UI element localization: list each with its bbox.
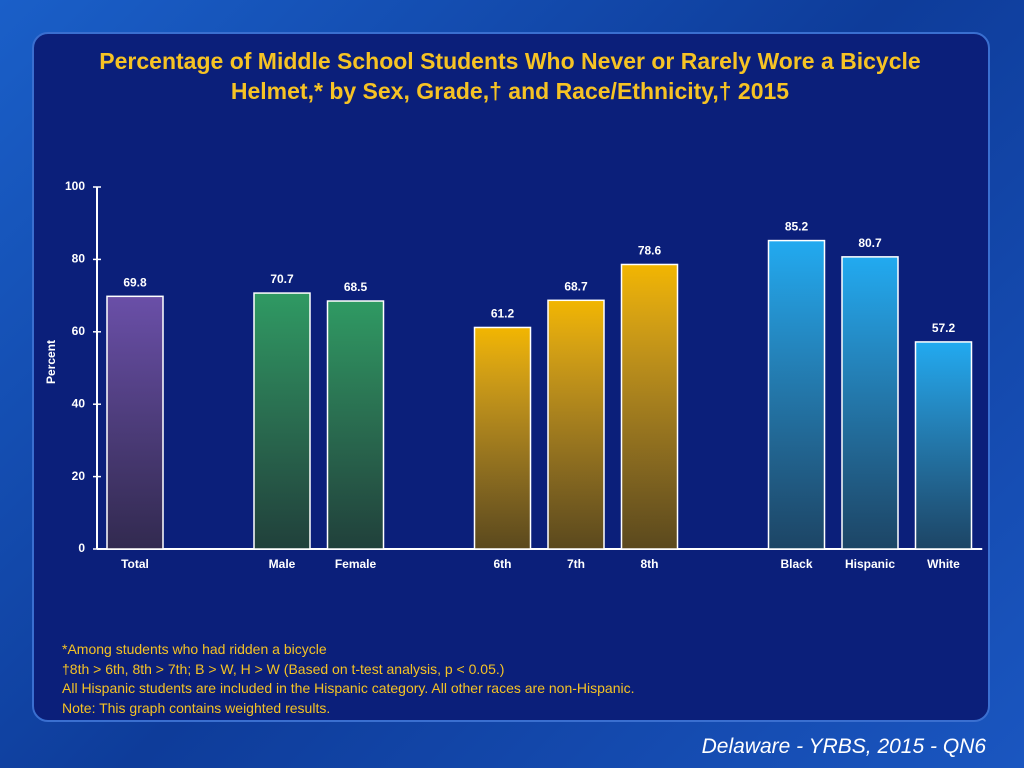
y-tick-label: 100 (65, 179, 85, 193)
bar (620, 263, 679, 550)
chart-title: Percentage of Middle School Students Who… (99, 48, 921, 104)
bar (914, 341, 973, 550)
x-tick-label: Total (121, 557, 149, 571)
bar (767, 239, 826, 550)
y-tick-label: 40 (72, 396, 86, 410)
x-tick-label: 8th (641, 557, 659, 571)
y-tick-label: 80 (72, 252, 86, 266)
footnote: All Hispanic students are included in th… (62, 680, 635, 696)
data-label: 68.7 (564, 279, 588, 293)
bar (106, 295, 164, 550)
bar (547, 299, 605, 550)
x-tick-label: Female (335, 557, 377, 571)
bar (253, 292, 311, 550)
data-label: 69.8 (123, 275, 147, 289)
footnote: *Among students who had ridden a bicycle (62, 641, 327, 657)
x-tick-label: White (927, 557, 960, 571)
source: Delaware - YRBS, 2015 - QN6 (701, 735, 986, 758)
bar (326, 300, 385, 550)
footnote: Note: This graph contains weighted resul… (62, 699, 331, 716)
footnote: †8th > 6th, 8th > 7th; B > W, H > W (Bas… (62, 660, 505, 677)
data-label: 68.5 (344, 280, 368, 294)
footnotes: *Among students who had ridden a bicycle… (62, 640, 634, 718)
x-tick-label: Black (780, 557, 812, 571)
y-axis-label: Percent (44, 340, 58, 384)
data-label: 57.2 (932, 321, 956, 335)
x-tick-label: 6th (494, 557, 512, 571)
data-label: 78.6 (638, 244, 662, 258)
y-tick-label: 0 (78, 541, 85, 555)
data-label: 85.2 (785, 220, 809, 234)
y-tick-label: 20 (72, 469, 86, 483)
bar (841, 256, 899, 550)
x-tick-label: Hispanic (845, 557, 895, 571)
data-label: 70.7 (270, 272, 294, 286)
bar (473, 326, 532, 550)
data-label: 61.2 (491, 307, 515, 321)
x-tick-label: 7th (567, 557, 585, 571)
x-tick-label: Male (269, 557, 296, 571)
data-label: 80.7 (858, 236, 882, 250)
y-tick-label: 60 (72, 324, 86, 338)
